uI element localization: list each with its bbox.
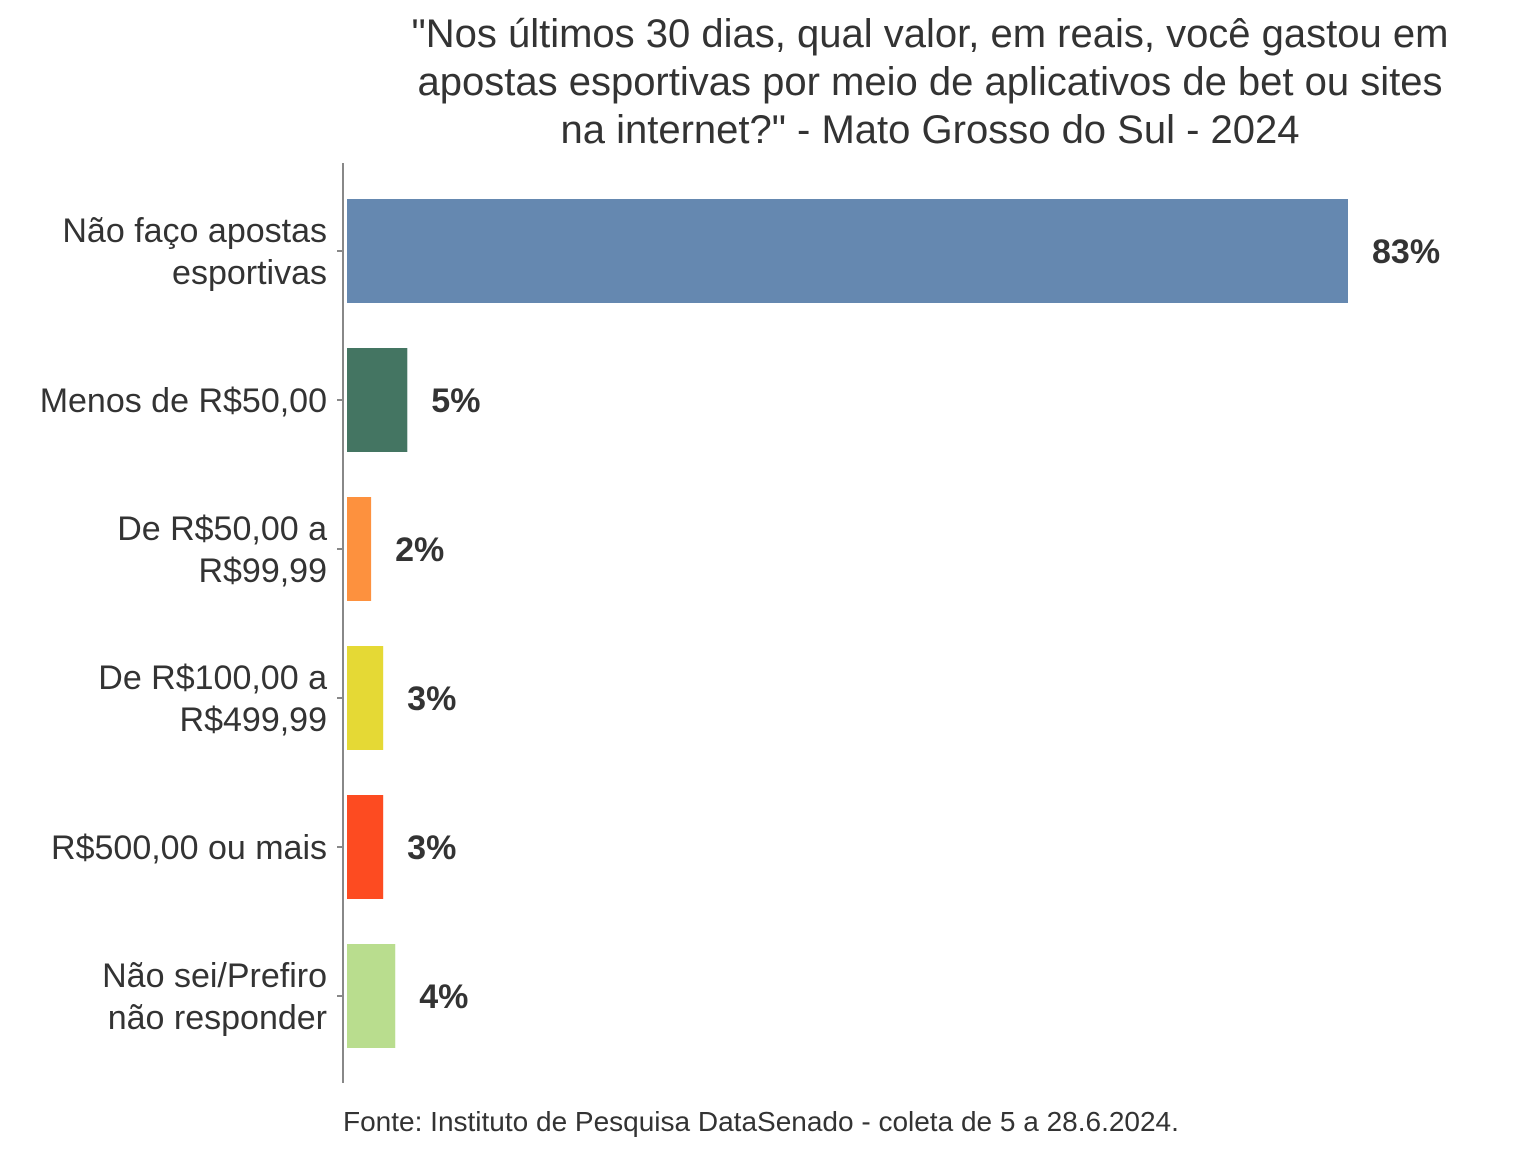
bar (347, 199, 1348, 303)
bar (347, 497, 372, 601)
category-label-line: R$99,99 (198, 552, 327, 590)
bars: Não faço apostas esportivas 83% Menos de R$… (40, 199, 1440, 1048)
source-note: Fonte: Instituto de Pesquisa DataSenado … (343, 1106, 1179, 1137)
category-label-line: Não faço apostas (62, 212, 327, 250)
category-label: Não sei/Prefiro não responder (102, 957, 327, 1037)
category-label: De R$50,00 a R$99,99 (117, 510, 327, 590)
chart-title: "Nos últimos 30 dias, qual valor, em rea… (412, 12, 1449, 152)
bar (347, 348, 408, 452)
bar (347, 795, 384, 899)
category-label: R$500,00 ou mais (51, 829, 327, 867)
category-label-line: não responder (108, 999, 327, 1037)
value-label: 5% (431, 382, 480, 420)
category-label-line: R$499,99 (180, 701, 327, 739)
value-label: 83% (1372, 233, 1440, 271)
chart-title-line: na internet?" - Mato Grosso do Sul - 202… (560, 108, 1299, 152)
category-label-line: esportivas (172, 254, 327, 292)
value-label: 3% (407, 680, 456, 718)
chart-title-line: apostas esportivas por meio de aplicativ… (417, 60, 1442, 104)
category-label-line: De R$100,00 a (98, 659, 327, 697)
category-label: Não faço apostas esportivas (62, 212, 327, 292)
category-label-line: De R$50,00 a (117, 510, 327, 548)
bar (347, 646, 384, 750)
value-label: 3% (407, 829, 456, 867)
category-label: De R$100,00 a R$499,99 (98, 659, 327, 739)
category-label-line: Não sei/Prefiro (102, 957, 327, 995)
chart-title-line: "Nos últimos 30 dias, qual valor, em rea… (412, 12, 1449, 56)
category-label-line: R$500,00 ou mais (51, 829, 327, 867)
bar (347, 944, 396, 1048)
value-label: 2% (395, 531, 444, 569)
value-label: 4% (419, 978, 468, 1016)
category-label: Menos de R$50,00 (40, 382, 327, 420)
category-label-line: Menos de R$50,00 (40, 382, 327, 420)
